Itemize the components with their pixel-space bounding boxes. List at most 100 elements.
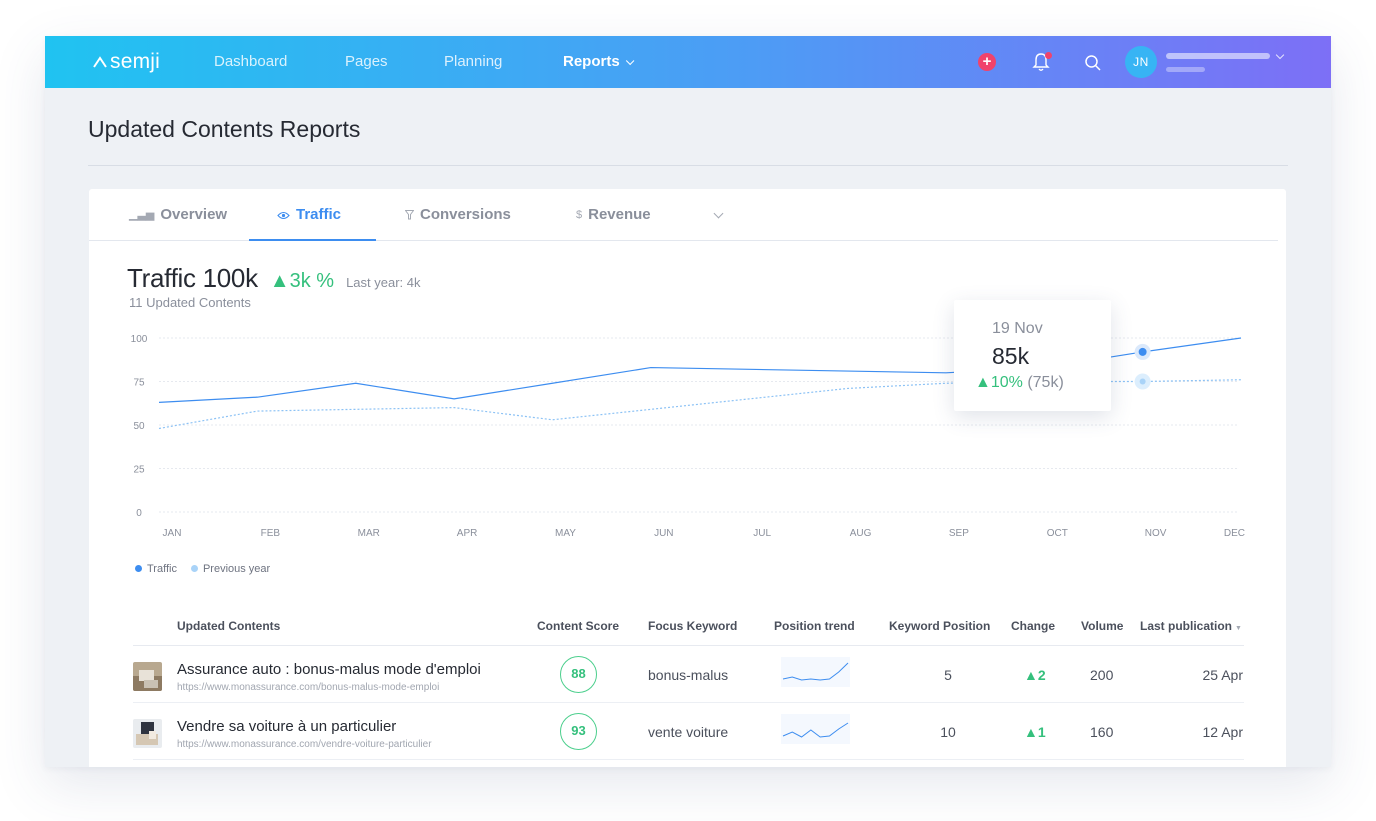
x-tick-label: FEB bbox=[261, 528, 281, 539]
focus-keyword: vente voiture bbox=[648, 724, 729, 740]
column-header[interactable]: Updated Contents bbox=[177, 619, 281, 633]
traffic-line-chart: 0 25 50 75 100 JAN FEB MAR APR MAY JUN JUL AUG SEP OCT… bbox=[131, 334, 1245, 539]
keyword-position: 5 bbox=[944, 667, 952, 683]
x-tick-label: MAR bbox=[358, 528, 380, 539]
title-divider bbox=[88, 165, 1288, 166]
legend-dot bbox=[190, 565, 198, 572]
tooltip-delta: ▲10% (75k) bbox=[975, 374, 1064, 392]
x-tick-label: OCT bbox=[1047, 528, 1068, 539]
legend-dot bbox=[135, 565, 142, 572]
x-tick-label: NOV bbox=[1145, 528, 1167, 539]
tab-revenue-label: Revenue bbox=[588, 206, 651, 223]
app-window: semji Dashboard Pages Planning Reports +… bbox=[45, 36, 1331, 767]
semji-logo[interactable]: semji bbox=[93, 50, 160, 74]
kpi-delta: ▲3k % bbox=[269, 270, 335, 292]
position-trend-sparkline bbox=[781, 657, 850, 687]
report-tabs: ▁▃▅ Overview Traffic Conversions $ Reven… bbox=[89, 189, 1278, 241]
legend-item-traffic[interactable]: Traffic bbox=[135, 563, 177, 575]
content-title[interactable]: Vendre sa voiture à un particulier bbox=[177, 718, 397, 735]
funnel-icon bbox=[405, 210, 414, 220]
tab-traffic[interactable]: Traffic bbox=[277, 189, 341, 241]
column-header-label: Last publication bbox=[1140, 619, 1233, 633]
content-thumbnail bbox=[133, 719, 162, 748]
content-score: 93 bbox=[560, 713, 597, 750]
kpi-title: Traffic 100k bbox=[127, 263, 258, 293]
x-tick-label: DEC bbox=[1224, 528, 1245, 539]
user-name-placeholder[interactable] bbox=[1166, 53, 1270, 59]
x-tick-label: JUL bbox=[753, 528, 771, 539]
content-score: 88 bbox=[560, 656, 597, 693]
column-header[interactable]: Content Score bbox=[537, 619, 620, 633]
data-point-previous-year[interactable] bbox=[1139, 378, 1146, 385]
tab-revenue[interactable]: $ Revenue bbox=[576, 189, 651, 241]
sparkline-background bbox=[781, 714, 850, 744]
report-card: ▁▃▅ Overview Traffic Conversions $ Reven… bbox=[89, 189, 1286, 767]
position-change: ▲1 bbox=[1024, 724, 1046, 740]
x-tick-label: JAN bbox=[163, 528, 182, 539]
y-tick-label: 25 bbox=[133, 465, 145, 476]
bar-chart-icon: ▁▃▅ bbox=[129, 209, 155, 221]
keyword-position: 10 bbox=[940, 724, 956, 740]
tab-conversions[interactable]: Conversions bbox=[405, 189, 511, 241]
top-navigation-bar: semji Dashboard Pages Planning Reports +… bbox=[45, 36, 1331, 88]
tooltip-previous-value: (75k) bbox=[1027, 374, 1064, 391]
logo-text: semji bbox=[110, 50, 161, 73]
chart-legend: Traffic Previous year bbox=[135, 563, 270, 575]
semji-logo-icon bbox=[93, 56, 107, 68]
content-thumbnail bbox=[133, 662, 162, 691]
y-tick-label: 75 bbox=[133, 378, 145, 389]
column-header[interactable]: Position trend bbox=[774, 619, 855, 633]
x-tick-label: SEP bbox=[949, 528, 969, 539]
nav-dashboard[interactable]: Dashboard bbox=[214, 53, 288, 70]
table-header: Updated Contents Content Score Focus Key… bbox=[133, 615, 1244, 646]
nav-planning[interactable]: Planning bbox=[444, 53, 503, 70]
search-volume: 200 bbox=[1090, 667, 1114, 683]
sparkline-background bbox=[781, 657, 850, 687]
kpi-last-year: Last year: 4k bbox=[346, 275, 421, 290]
user-role-placeholder bbox=[1166, 67, 1205, 72]
tab-traffic-label: Traffic bbox=[296, 206, 342, 223]
column-header[interactable]: Keyword Position bbox=[889, 619, 991, 633]
page-title: Updated Contents Reports bbox=[88, 116, 361, 142]
legend-label: Previous year bbox=[202, 563, 271, 575]
last-publication-date: 25 Apr bbox=[1202, 667, 1243, 683]
data-point-traffic[interactable] bbox=[1138, 347, 1147, 356]
column-header[interactable]: Focus Keyword bbox=[648, 619, 738, 633]
chevron-down-icon bbox=[625, 56, 635, 66]
tab-overview[interactable]: ▁▃▅ Overview bbox=[129, 189, 227, 241]
user-menu-chevron-icon[interactable] bbox=[1275, 50, 1285, 60]
column-header[interactable]: Change bbox=[1011, 619, 1056, 633]
tab-conversions-label: Conversions bbox=[420, 206, 511, 223]
position-change: ▲2 bbox=[1024, 667, 1046, 683]
traffic-kpi: Traffic 100k ▲3k % Last year: 4k bbox=[127, 263, 421, 294]
x-tick-label: AUG bbox=[850, 528, 872, 539]
nav-reports-label: Reports bbox=[563, 53, 620, 70]
content-url[interactable]: https://www.monassurance.com/vendre-voit… bbox=[177, 739, 432, 750]
table-row[interactable]: Assurance auto : bonus-malus mode d'empl… bbox=[133, 647, 1244, 703]
position-trend-sparkline bbox=[781, 714, 850, 744]
tooltip-date: 19 Nov bbox=[992, 320, 1043, 337]
legend-item-previous-year[interactable]: Previous year bbox=[190, 563, 271, 575]
bell-icon[interactable] bbox=[1031, 51, 1051, 73]
x-tick-label: JUN bbox=[654, 528, 673, 539]
search-volume: 160 bbox=[1090, 724, 1114, 740]
search-icon[interactable] bbox=[1084, 54, 1102, 72]
nav-pages[interactable]: Pages bbox=[345, 53, 388, 70]
user-avatar[interactable]: JN bbox=[1125, 46, 1157, 78]
eye-icon bbox=[277, 211, 290, 219]
tooltip-value: 85k bbox=[992, 343, 1030, 369]
nav-reports[interactable]: Reports bbox=[563, 36, 635, 88]
content-title[interactable]: Assurance auto : bonus-malus mode d'empl… bbox=[177, 661, 481, 678]
add-button[interactable]: + bbox=[978, 53, 996, 71]
chart-tooltip: 19 Nov 85k ▲10% (75k) bbox=[954, 300, 1111, 411]
column-header-last-publication[interactable]: Last publication ▼ bbox=[1140, 619, 1242, 633]
table-row[interactable]: Vendre sa voiture à un particulier https… bbox=[133, 704, 1244, 760]
y-tick-label: 100 bbox=[131, 334, 148, 345]
x-tick-label: MAY bbox=[555, 528, 576, 539]
column-header[interactable]: Volume bbox=[1081, 619, 1124, 633]
tooltip-delta-value: ▲10% bbox=[975, 374, 1023, 391]
y-tick-label: 50 bbox=[133, 421, 145, 432]
content-url[interactable]: https://www.monassurance.com/bonus-malus… bbox=[177, 682, 440, 693]
x-tick-label: APR bbox=[457, 528, 478, 539]
sort-down-icon: ▼ bbox=[1235, 625, 1242, 632]
